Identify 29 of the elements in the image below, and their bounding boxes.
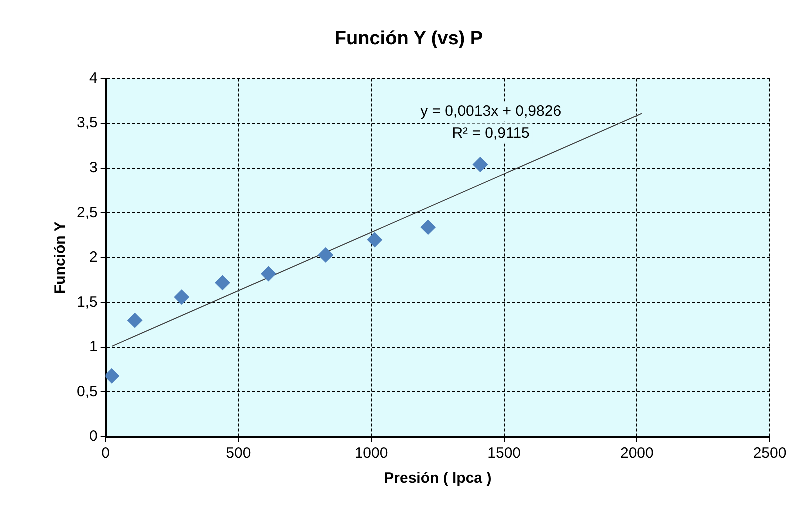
- annotation: R² = 0,9115: [452, 124, 530, 142]
- y-tick-label: 3,5: [76, 114, 98, 132]
- annotation: y = 0,0013x + 0,9826: [420, 102, 562, 120]
- x-tick-label: 2500: [753, 445, 787, 462]
- point: [106, 368, 120, 384]
- y-tick-label: 0,5: [76, 383, 98, 400]
- x-tick-label: 0: [102, 445, 110, 462]
- point: [174, 290, 190, 305]
- x-tick-label: 2000: [620, 445, 654, 462]
- y-tick-label: 2: [90, 249, 98, 266]
- y-tick-label: 2,5: [76, 204, 98, 222]
- point: [318, 248, 334, 263]
- y-tick-label: 0: [90, 428, 98, 446]
- y-axis-title: Función Y: [52, 222, 70, 294]
- y-tick-label: 3: [90, 159, 98, 176]
- point: [420, 220, 436, 235]
- point: [128, 313, 143, 328]
- point: [472, 157, 488, 172]
- point: [215, 275, 230, 290]
- point: [261, 266, 276, 282]
- y-tick-label: 1,5: [76, 294, 98, 311]
- y-tick-label: 4: [90, 70, 98, 87]
- x-tick-label: 500: [226, 445, 252, 462]
- chart-title: Función Y (vs) P: [334, 28, 484, 50]
- point: [367, 232, 382, 248]
- x-tick-label: 1000: [354, 445, 388, 462]
- x-tick-label: 1500: [488, 445, 522, 462]
- y-tick-label: 1: [90, 338, 98, 356]
- x-axis-title: Presión ( lpca ): [384, 470, 492, 488]
